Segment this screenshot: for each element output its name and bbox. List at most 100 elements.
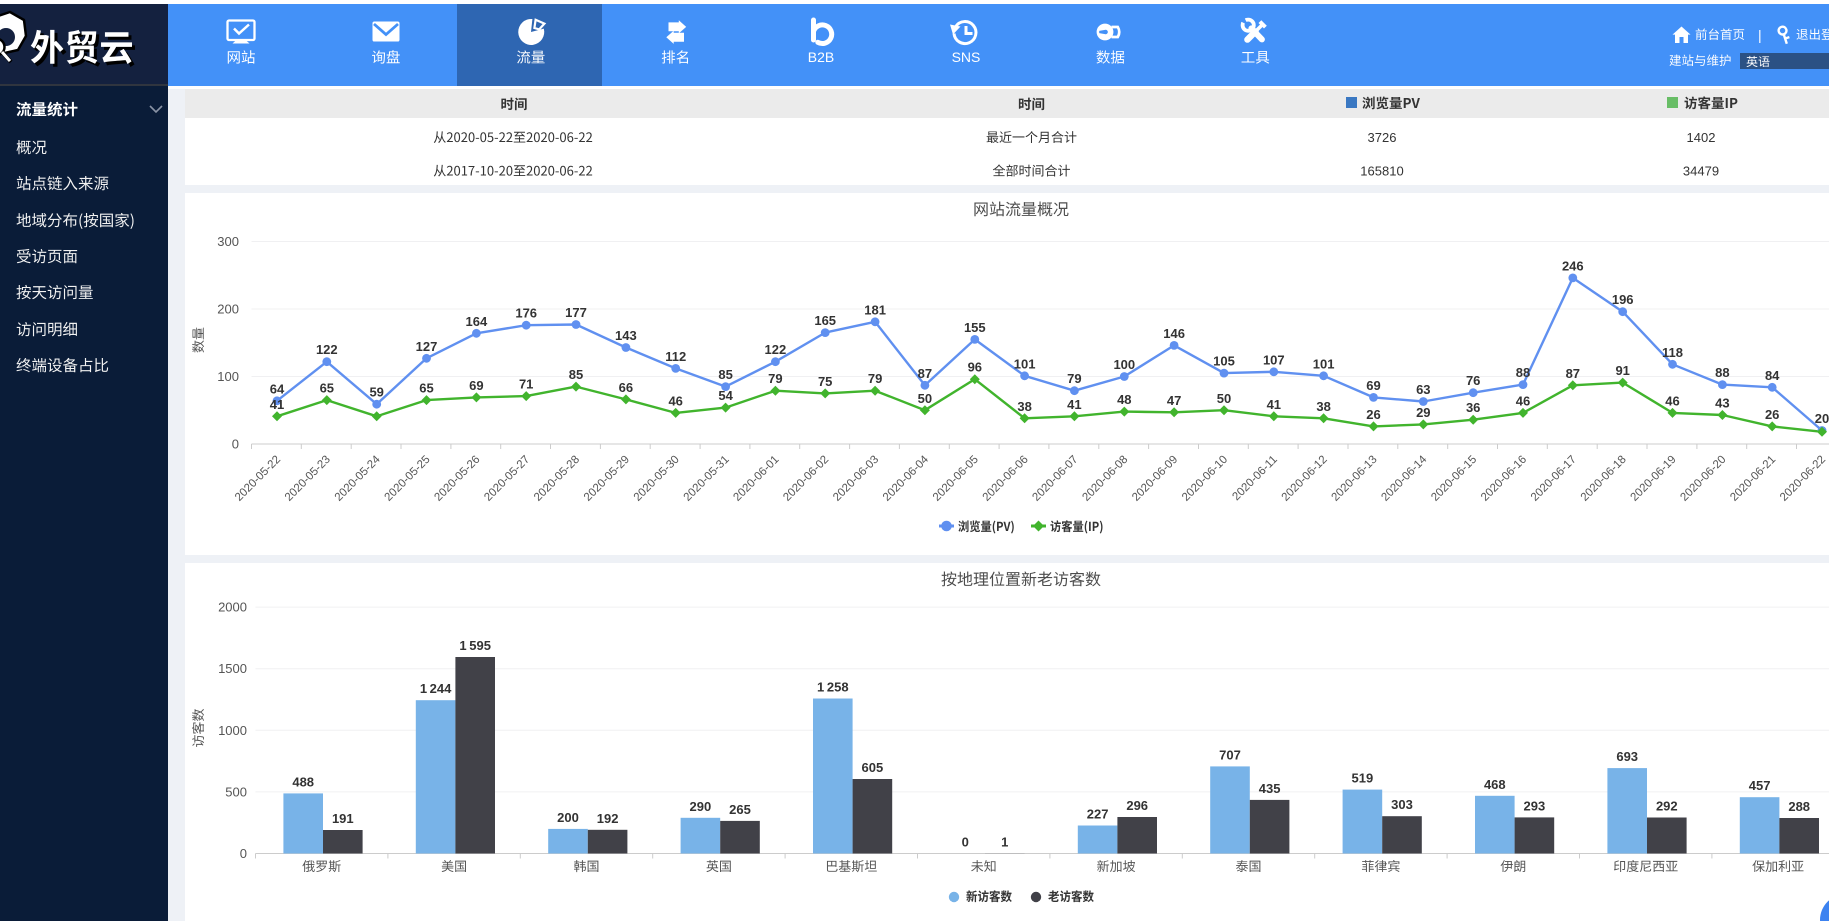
svg-text:3726: 3726 [1368,130,1397,145]
svg-text:303: 303 [1391,797,1413,812]
svg-text:181: 181 [864,302,886,317]
svg-text:54: 54 [718,388,733,403]
svg-text:87: 87 [918,366,932,381]
svg-text:488: 488 [292,774,314,789]
svg-text:59: 59 [369,385,383,400]
svg-text:71: 71 [519,377,533,392]
svg-text:88: 88 [1516,365,1530,380]
svg-text:79: 79 [768,371,782,386]
svg-text:26: 26 [1765,407,1779,422]
svg-text:85: 85 [718,367,732,382]
svg-text:0: 0 [240,846,247,861]
svg-text:75: 75 [818,374,832,389]
svg-text:46: 46 [1516,393,1530,408]
svg-text:41: 41 [270,397,284,412]
svg-text:107: 107 [1263,352,1285,367]
svg-text:122: 122 [765,342,787,357]
svg-text:63: 63 [1416,382,1430,397]
svg-text:65: 65 [320,381,334,396]
svg-text:500: 500 [225,784,247,799]
svg-text:79: 79 [1067,371,1081,386]
svg-text:165810: 165810 [1360,164,1403,179]
svg-text:65: 65 [419,381,433,396]
svg-text:29: 29 [1416,405,1430,420]
svg-text:SNS: SNS [952,49,981,65]
svg-text:36: 36 [1466,400,1480,415]
svg-text:1 258: 1 258 [817,680,849,695]
svg-text:100: 100 [217,369,239,384]
svg-text:88: 88 [1715,365,1729,380]
svg-text:43: 43 [1715,396,1729,411]
svg-text:200: 200 [217,302,239,317]
svg-text:1000: 1000 [218,723,247,738]
svg-text:84: 84 [1765,368,1780,383]
svg-text:0: 0 [962,835,969,850]
svg-text:69: 69 [1366,378,1380,393]
svg-text:246: 246 [1562,258,1584,273]
svg-text:293: 293 [1524,798,1546,813]
svg-text:143: 143 [615,328,637,343]
svg-text:0: 0 [232,437,239,452]
svg-text:46: 46 [668,393,682,408]
svg-text:292: 292 [1656,799,1678,814]
svg-text:127: 127 [416,339,438,354]
svg-text:79: 79 [868,371,882,386]
svg-text:101: 101 [1014,356,1036,371]
svg-text:50: 50 [918,391,932,406]
svg-text:1 244: 1 244 [420,681,452,696]
svg-text:48: 48 [1117,392,1131,407]
svg-text:196: 196 [1612,292,1634,307]
svg-text:91: 91 [1615,363,1629,378]
svg-text:69: 69 [469,378,483,393]
svg-text:20: 20 [1815,411,1829,426]
svg-text:457: 457 [1749,778,1771,793]
svg-text:288: 288 [1788,799,1810,814]
svg-text:105: 105 [1213,354,1235,369]
svg-text:46: 46 [1665,393,1679,408]
svg-text:290: 290 [690,799,712,814]
svg-text:87: 87 [1566,366,1580,381]
svg-text:435: 435 [1259,781,1281,796]
svg-text:38: 38 [1316,399,1330,414]
svg-text:176: 176 [515,306,537,321]
svg-text:155: 155 [964,320,986,335]
svg-text:64: 64 [270,381,285,396]
svg-text:112: 112 [665,349,686,364]
svg-text:38: 38 [1017,399,1031,414]
svg-text:164: 164 [466,314,488,329]
svg-text:76: 76 [1466,373,1480,388]
svg-text:101: 101 [1313,356,1335,371]
svg-text:1402: 1402 [1687,130,1716,145]
svg-text:85: 85 [569,367,583,382]
svg-text:47: 47 [1167,393,1181,408]
svg-text:468: 468 [1484,777,1506,792]
svg-text:605: 605 [862,760,884,775]
svg-text:200: 200 [557,810,579,825]
svg-text:177: 177 [565,305,587,320]
svg-text:41: 41 [1067,397,1081,412]
svg-text:B2B: B2B [808,49,834,65]
svg-text:122: 122 [316,342,338,357]
svg-text:165: 165 [814,313,836,328]
svg-text:191: 191 [332,811,354,826]
svg-text:693: 693 [1616,749,1638,764]
svg-text:66: 66 [619,380,633,395]
svg-text:146: 146 [1163,326,1185,341]
svg-text:118: 118 [1662,345,1683,360]
svg-text:100: 100 [1113,357,1135,372]
svg-text:26: 26 [1366,407,1380,422]
svg-text:1: 1 [1001,834,1008,849]
svg-text:|: | [1758,27,1762,43]
svg-text:296: 296 [1126,798,1148,813]
svg-text:707: 707 [1219,747,1241,762]
svg-text:1 595: 1 595 [459,638,491,653]
svg-text:300: 300 [217,234,239,249]
svg-text:41: 41 [1267,397,1281,412]
svg-text:192: 192 [597,811,619,826]
svg-text:96: 96 [968,360,982,375]
svg-text:265: 265 [729,802,751,817]
svg-text:34479: 34479 [1683,164,1719,179]
svg-text:1500: 1500 [218,661,247,676]
svg-text:2000: 2000 [218,600,247,615]
svg-text:519: 519 [1352,771,1374,786]
